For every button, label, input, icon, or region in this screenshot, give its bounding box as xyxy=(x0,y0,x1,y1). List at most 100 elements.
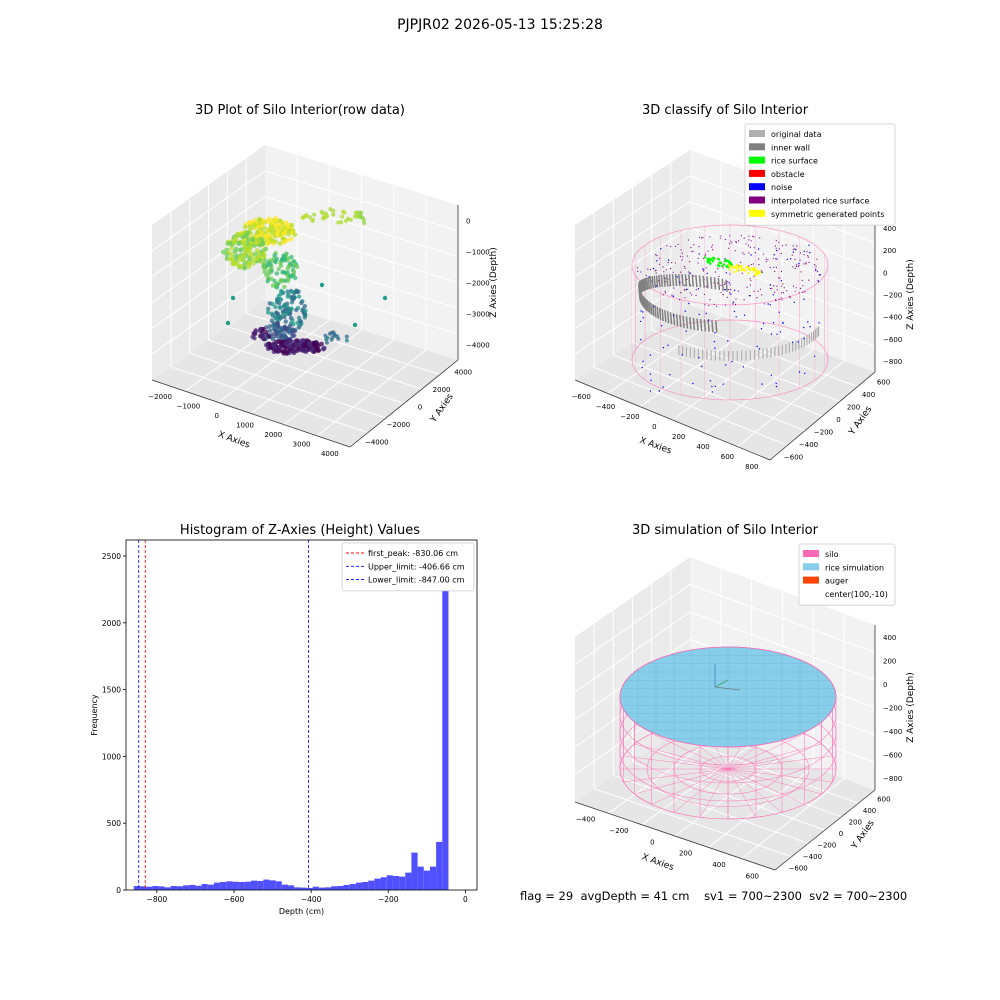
interpolated-point xyxy=(794,267,796,269)
data-point xyxy=(263,233,268,239)
data-point xyxy=(266,334,272,339)
y-tick-label: −400 xyxy=(799,441,818,449)
interpolated-point xyxy=(776,258,778,260)
status-flag: flag = 29 xyxy=(520,889,574,903)
legend-swatch xyxy=(749,209,765,217)
interpolated-point xyxy=(654,270,656,272)
data-point xyxy=(274,311,279,316)
legend-entry: original data xyxy=(771,130,822,139)
legend-swatch xyxy=(749,130,765,137)
interpolated-point xyxy=(702,236,704,239)
interpolated-point xyxy=(760,270,762,272)
y-tick-label: −4000 xyxy=(365,438,389,446)
noise-point xyxy=(815,269,817,272)
inner-wall-point xyxy=(711,320,714,333)
legend-swatch xyxy=(803,550,819,557)
data-point xyxy=(280,309,286,314)
interpolated-point xyxy=(724,282,726,284)
data-point xyxy=(273,326,278,332)
z-tick-label: 0 xyxy=(466,218,470,226)
inner-wall-point xyxy=(646,277,649,290)
data-point xyxy=(269,276,274,281)
z-tick-label: −1000 xyxy=(466,249,490,257)
inner-wall-point xyxy=(652,304,655,317)
interpolated-point xyxy=(786,290,788,292)
noise-point xyxy=(725,364,727,366)
noise-point xyxy=(775,382,777,385)
silo-spoke xyxy=(651,733,729,770)
interpolated-point xyxy=(677,243,679,246)
z-tick-label: −600 xyxy=(883,336,902,344)
y-tick-label: 1500 xyxy=(102,686,121,695)
data-point xyxy=(291,269,297,274)
histogram-bar xyxy=(269,880,276,890)
legend-swatch xyxy=(749,196,765,204)
y-tick-label: −600 xyxy=(789,864,808,872)
x-tick-label: −600 xyxy=(572,393,591,401)
noise-point xyxy=(640,339,642,341)
interpolated-point xyxy=(683,289,686,291)
x-axis-label: X Axies xyxy=(216,430,251,451)
surface-point xyxy=(754,269,757,272)
interpolated-point xyxy=(752,263,754,265)
noise-point xyxy=(798,371,801,373)
histogram-bar xyxy=(300,887,307,890)
data-point xyxy=(274,285,280,290)
data-point xyxy=(233,235,239,241)
legend-frame xyxy=(744,123,896,226)
interpolated-point xyxy=(671,294,673,296)
interpolated-point xyxy=(805,262,807,264)
noise-point xyxy=(761,271,763,273)
data-point xyxy=(244,245,250,251)
interpolated-point xyxy=(795,287,797,289)
noise-point xyxy=(786,258,788,261)
interpolated-point xyxy=(782,292,785,294)
surface-point xyxy=(754,271,758,275)
noise-point xyxy=(732,301,735,303)
noise-point xyxy=(761,383,763,385)
data-point xyxy=(247,260,253,266)
y-axis-label: Y Axies xyxy=(428,392,456,425)
interpolated-point xyxy=(692,250,694,252)
data-point xyxy=(289,222,295,228)
data-point xyxy=(285,310,290,315)
interpolated-point xyxy=(711,246,713,248)
data-point xyxy=(266,310,271,315)
y-axis-line xyxy=(774,789,876,871)
noise-point xyxy=(679,281,681,283)
interpolated-point xyxy=(753,290,755,292)
noise-point xyxy=(722,383,724,385)
data-point xyxy=(265,279,270,284)
interpolated-point xyxy=(670,268,672,270)
inner-wall-point xyxy=(707,319,710,333)
legend-entry: obstacle xyxy=(771,170,805,179)
x-tick-label: −200 xyxy=(620,413,639,421)
histogram-bar xyxy=(399,876,406,890)
inner-wall-point xyxy=(703,319,707,332)
interpolated-point xyxy=(729,284,731,286)
inner-wall-point xyxy=(640,280,643,293)
noise-point xyxy=(795,248,797,251)
silo-spoke xyxy=(699,768,729,818)
silo-spoke xyxy=(634,743,729,770)
data-point xyxy=(329,330,334,335)
interpolated-point xyxy=(750,240,752,242)
z-tick-label: −400 xyxy=(883,314,902,322)
interpolated-point xyxy=(697,262,699,264)
noise-point xyxy=(667,344,669,346)
interpolated-point xyxy=(761,294,763,296)
data-point xyxy=(314,344,320,350)
z-tick-label: −2000 xyxy=(466,280,490,288)
data-point xyxy=(307,215,312,220)
interpolated-point xyxy=(662,266,664,268)
data-point xyxy=(274,271,279,276)
interpolated-point xyxy=(752,235,754,237)
data-point xyxy=(319,209,324,215)
surface-point xyxy=(708,259,711,262)
data-point xyxy=(250,334,255,339)
interpolated-point xyxy=(674,245,677,247)
x-tick-label: −200 xyxy=(378,895,399,904)
data-point xyxy=(256,238,262,244)
y-axis-line xyxy=(349,359,459,448)
interpolated-point xyxy=(804,291,806,293)
